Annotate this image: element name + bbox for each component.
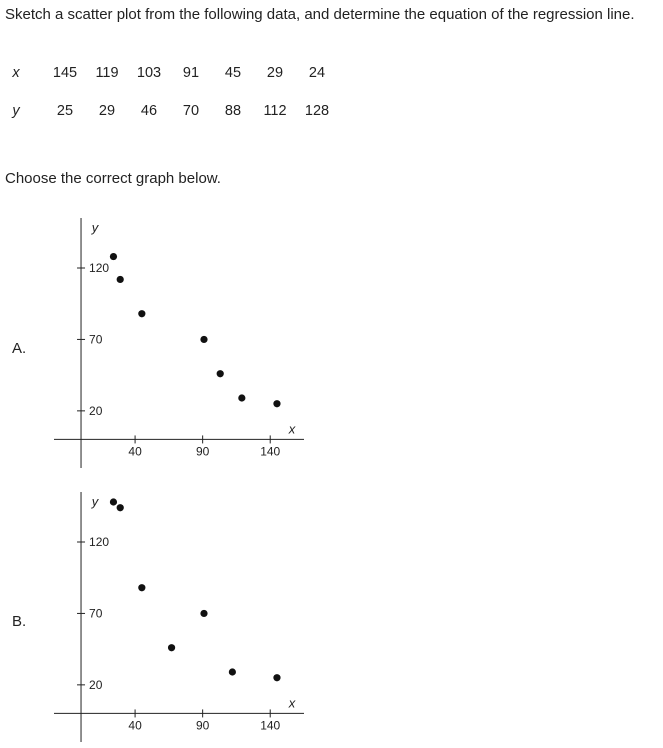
data-point xyxy=(273,674,281,682)
x-row-label: x xyxy=(12,65,20,81)
x-axis-label: x xyxy=(288,695,296,710)
x-tick-label: 140 xyxy=(260,718,280,732)
data-point xyxy=(116,504,124,512)
x-tick-label: 40 xyxy=(128,444,142,458)
data-point xyxy=(109,252,118,261)
y-value: 88 xyxy=(224,103,242,119)
x-value: 91 xyxy=(182,65,200,81)
option-a[interactable]: A. 40 90 140 20 70 120 x y xyxy=(0,214,330,474)
x-value: 24 xyxy=(308,65,326,81)
y-value: 29 xyxy=(98,103,116,119)
x-axis-label: x xyxy=(288,421,296,436)
data-point xyxy=(167,644,176,652)
x-value: 145 xyxy=(52,65,78,81)
prompt-text: Choose the correct graph below. xyxy=(5,170,221,187)
x-tick-label: 90 xyxy=(196,718,210,732)
x-tick-label: 90 xyxy=(196,444,210,458)
y-tick-label: 120 xyxy=(89,535,109,549)
data-point xyxy=(216,370,224,378)
x-value: 103 xyxy=(136,65,162,81)
y-axis-label: y xyxy=(91,494,100,509)
y-value: 128 xyxy=(304,103,330,119)
y-value: 112 xyxy=(263,103,287,119)
question-text: Sketch a scatter plot from the following… xyxy=(5,6,635,23)
option-b[interactable]: B. 40 90 140 20 70 120 x y xyxy=(0,488,330,748)
option-b-label: B. xyxy=(12,613,27,630)
data-point xyxy=(138,310,146,318)
x-value: 45 xyxy=(224,65,242,81)
x-value: 29 xyxy=(266,65,284,81)
x-value: 119 xyxy=(95,65,119,81)
data-point xyxy=(273,400,281,408)
data-point xyxy=(228,668,236,676)
y-tick-label: 20 xyxy=(89,678,103,692)
y-row-label: y xyxy=(12,103,20,119)
y-value: 46 xyxy=(140,103,158,119)
data-point xyxy=(200,609,208,618)
y-value: 25 xyxy=(56,103,74,119)
data-point xyxy=(109,498,118,506)
x-row: x 145 119 103 91 45 29 24 xyxy=(4,54,338,92)
y-axis-label: y xyxy=(91,220,100,235)
y-tick-label: 120 xyxy=(89,261,109,275)
x-tick-label: 40 xyxy=(128,718,142,732)
data-point xyxy=(116,275,124,284)
scatter-plot-a: 40 90 140 20 70 120 x y xyxy=(54,218,304,468)
scatter-plot-b: 40 90 140 20 70 120 x y xyxy=(54,492,304,742)
data-point xyxy=(238,394,246,402)
y-value: 70 xyxy=(182,103,200,119)
y-tick-label: 20 xyxy=(89,404,103,418)
y-tick-label: 70 xyxy=(89,606,103,620)
data-table: x 145 119 103 91 45 29 24 y 25 29 46 70 … xyxy=(4,54,338,130)
data-point xyxy=(200,335,208,344)
x-tick-label: 140 xyxy=(260,444,280,458)
option-a-label: A. xyxy=(12,340,27,357)
y-row: y 25 29 46 70 88 112 128 xyxy=(4,92,338,130)
data-point xyxy=(138,584,146,592)
y-tick-label: 70 xyxy=(89,332,103,346)
